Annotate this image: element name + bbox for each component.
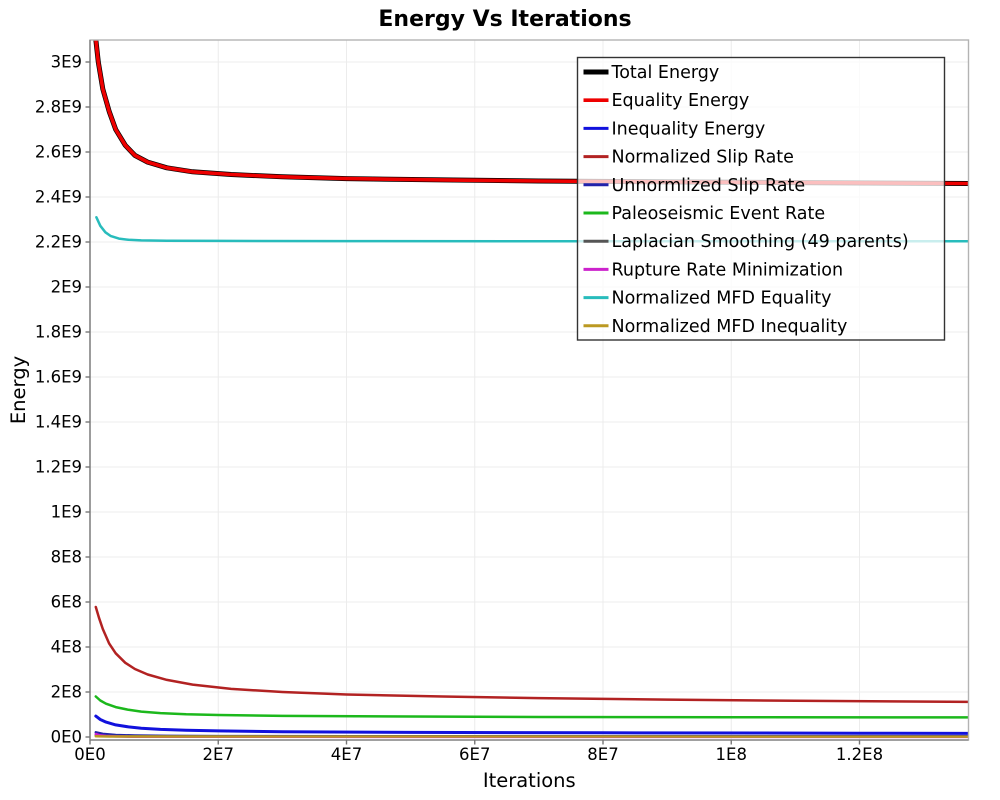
series-paleoseismic-event-rate xyxy=(94,695,968,719)
y-tick-label: 8E8 xyxy=(51,548,82,567)
legend-item: Normalized MFD Inequality xyxy=(583,317,848,337)
y-tick-label: 1.8E9 xyxy=(35,323,82,342)
y-tick-label: 6E8 xyxy=(51,593,82,612)
legend-item: Unnormlized Slip Rate xyxy=(583,176,806,196)
legend-label: Normalized MFD Inequality xyxy=(612,317,848,337)
legend-label: Unnormlized Slip Rate xyxy=(612,176,806,196)
legend-item: Normalized Slip Rate xyxy=(583,148,794,168)
legend-label: Total Energy xyxy=(611,63,720,83)
legend-label: Equality Energy xyxy=(612,91,750,111)
y-tick-label: 2.4E9 xyxy=(35,188,82,207)
x-axis-title: Iterations xyxy=(483,769,576,792)
x-tick-label: 4E7 xyxy=(331,745,362,764)
x-tick-label: 0E0 xyxy=(74,745,105,764)
legend-item: Normalized MFD Equality xyxy=(583,289,832,309)
legend-label: Normalized MFD Equality xyxy=(612,289,832,309)
y-tick-label: 3E9 xyxy=(51,53,82,72)
legend-item: Laplacian Smoothing (49 parents) xyxy=(583,232,909,252)
y-tick-label: 2E8 xyxy=(51,683,82,702)
x-tick-label: 8E7 xyxy=(587,745,618,764)
chart-title: Energy Vs Iterations xyxy=(378,7,631,32)
legend-label: Rupture Rate Minimization xyxy=(612,260,844,280)
legend-item: Paleoseismic Event Rate xyxy=(583,204,826,224)
legend-item: Rupture Rate Minimization xyxy=(583,260,844,280)
y-axis-title: Energy xyxy=(7,356,30,424)
series-normalized-slip-rate xyxy=(94,605,968,704)
axis-ticks: 0E0 2E7 4E7 6E7 8E7 1E8 1.2E8 0E0 2E8 4E8 6E8 8E8 1E… xyxy=(35,53,883,765)
y-tick-label: 2.6E9 xyxy=(35,143,82,162)
legend-label: Inequality Energy xyxy=(612,119,766,139)
legend-label: Paleoseismic Event Rate xyxy=(612,204,826,224)
series-normalized-mfd-equality xyxy=(95,216,968,243)
y-tick-label: 0E0 xyxy=(51,728,82,747)
legend-item: Equality Energy xyxy=(583,91,750,111)
legend: Total Energy Equality Energy Inequality En… xyxy=(576,56,946,341)
series-inequality-energy xyxy=(94,714,968,735)
legend-item: Inequality Energy xyxy=(583,119,766,139)
y-tick-label: 1.6E9 xyxy=(35,368,82,387)
y-tick-label: 2.2E9 xyxy=(35,233,82,252)
x-tick-label: 1.2E8 xyxy=(836,745,883,764)
y-tick-label: 4E8 xyxy=(51,638,82,657)
y-tick-label: 2.8E9 xyxy=(35,98,82,117)
legend-box xyxy=(576,56,946,341)
y-tick-label: 1.2E9 xyxy=(35,458,82,477)
legend-label: Laplacian Smoothing (49 parents) xyxy=(612,232,909,252)
legend-label: Normalized Slip Rate xyxy=(612,148,794,168)
legend-item: Total Energy xyxy=(583,63,720,83)
x-tick-label: 6E7 xyxy=(459,745,490,764)
x-tick-label: 1E8 xyxy=(716,745,747,764)
x-tick-label: 2E7 xyxy=(203,745,234,764)
y-tick-label: 2E9 xyxy=(51,278,82,297)
y-tick-label: 1E9 xyxy=(51,503,82,522)
y-tick-label: 1.4E9 xyxy=(35,413,82,432)
